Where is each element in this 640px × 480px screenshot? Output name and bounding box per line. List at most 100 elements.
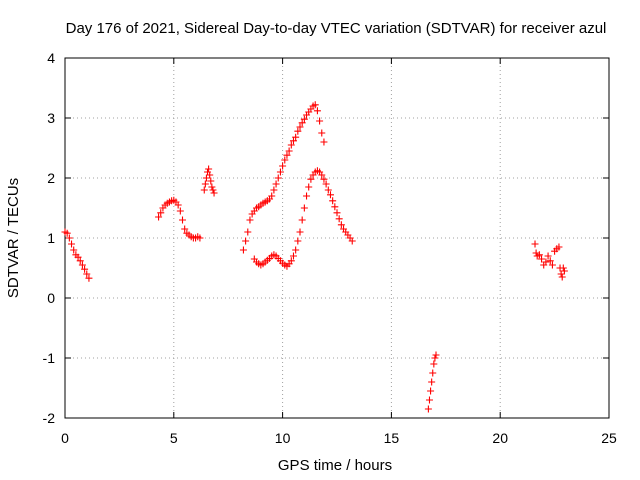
- data-point: [313, 107, 321, 115]
- data-point: [285, 147, 293, 155]
- y-tick-label: 4: [47, 50, 55, 66]
- data-point: [555, 243, 563, 251]
- y-tick-label: -1: [43, 350, 56, 366]
- data-point: [320, 175, 328, 183]
- x-tick-label: 20: [492, 430, 508, 446]
- data-point: [294, 127, 302, 135]
- data-point: [333, 209, 341, 217]
- data-point: [428, 378, 436, 386]
- data-point: [287, 257, 295, 265]
- data-point: [200, 186, 208, 194]
- data-point: [202, 174, 210, 182]
- data-points: [61, 101, 568, 413]
- data-point: [300, 204, 308, 212]
- data-point: [242, 237, 250, 245]
- chart-title: Day 176 of 2021, Sidereal Day-to-day VTE…: [66, 20, 607, 37]
- data-point: [208, 183, 216, 191]
- data-point: [196, 234, 204, 242]
- data-point: [68, 240, 76, 248]
- data-point: [337, 221, 345, 229]
- x-tick-label: 10: [275, 430, 291, 446]
- data-point: [281, 156, 289, 164]
- y-tick-label: 2: [47, 170, 55, 186]
- data-point: [430, 360, 438, 368]
- data-point: [331, 203, 339, 211]
- data-point: [274, 174, 282, 182]
- data-point: [206, 171, 214, 179]
- data-point: [181, 225, 189, 233]
- data-point: [279, 162, 287, 170]
- data-point: [535, 251, 543, 259]
- y-axis-label: SDTVAR / TECUs: [5, 178, 22, 298]
- data-point: [83, 270, 91, 278]
- data-point: [322, 180, 330, 188]
- data-point: [78, 261, 86, 269]
- data-point: [276, 168, 284, 176]
- data-point: [311, 101, 319, 109]
- data-point: [542, 258, 550, 266]
- y-tick-label: 3: [47, 110, 55, 126]
- y-tick-label: 1: [47, 230, 55, 246]
- data-point: [318, 129, 326, 137]
- data-point: [85, 274, 93, 282]
- data-point: [74, 253, 82, 261]
- data-point: [155, 213, 163, 221]
- data-point: [268, 192, 276, 200]
- data-point: [544, 252, 552, 260]
- data-point: [292, 246, 300, 254]
- data-point: [307, 175, 315, 183]
- data-point: [318, 171, 326, 179]
- data-point: [432, 351, 440, 359]
- data-point: [81, 265, 89, 273]
- data-point: [559, 264, 567, 272]
- data-point: [272, 180, 280, 188]
- data-point: [431, 354, 439, 362]
- y-tick-label: 0: [47, 290, 55, 306]
- data-point: [205, 165, 213, 173]
- x-axis-label: GPS time / hours: [278, 457, 392, 474]
- axis-ticks: 0 5 10 15 20 25 -2 -1 0 1 2 3 4: [43, 50, 617, 446]
- x-tick-label: 0: [61, 430, 69, 446]
- data-point: [531, 240, 539, 248]
- data-point: [560, 267, 568, 275]
- data-point: [424, 405, 432, 413]
- data-point: [548, 261, 556, 269]
- data-point: [425, 396, 433, 404]
- x-tick-label: 15: [384, 430, 400, 446]
- data-point: [244, 228, 252, 236]
- data-point: [320, 138, 328, 146]
- data-point: [174, 201, 182, 209]
- data-point: [70, 246, 78, 254]
- data-point: [538, 255, 546, 263]
- grid-lines: [65, 58, 609, 418]
- data-point: [289, 137, 297, 145]
- data-point: [157, 209, 165, 217]
- data-point: [300, 115, 308, 123]
- data-point: [176, 207, 184, 215]
- data-point: [326, 191, 334, 199]
- data-point: [270, 186, 278, 194]
- data-point: [246, 216, 254, 224]
- data-point: [298, 119, 306, 127]
- data-point: [294, 237, 302, 245]
- data-point: [348, 237, 356, 245]
- x-tick-label: 25: [601, 430, 617, 446]
- data-point: [329, 197, 337, 205]
- data-point: [546, 257, 554, 265]
- data-point: [63, 229, 71, 237]
- data-point: [201, 180, 209, 188]
- data-point: [324, 186, 332, 194]
- data-point: [335, 215, 343, 223]
- data-point: [287, 141, 295, 149]
- data-point: [429, 369, 437, 377]
- data-point: [296, 228, 304, 236]
- data-point: [210, 189, 218, 197]
- data-point: [305, 183, 313, 191]
- y-tick-label: -2: [43, 410, 56, 426]
- data-point: [292, 133, 300, 141]
- data-point: [179, 216, 187, 224]
- x-tick-label: 5: [170, 430, 178, 446]
- data-point: [289, 252, 297, 260]
- data-point: [283, 151, 291, 159]
